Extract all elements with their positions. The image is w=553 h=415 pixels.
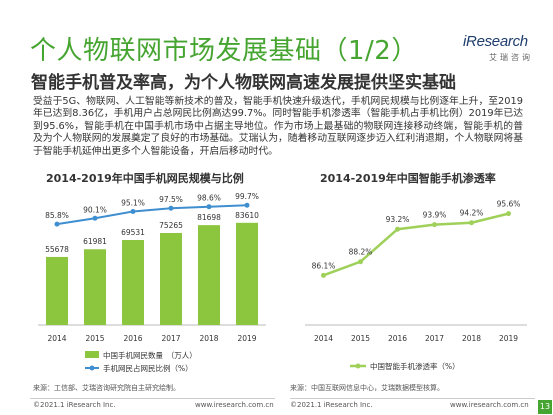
chart2-x-tick-2015: 2015 bbox=[351, 334, 370, 343]
iresearch-logo: iResearch 艾瑞咨询 bbox=[459, 30, 530, 66]
chart1-ratio-point-2014 bbox=[54, 221, 60, 227]
chart1-bar-label-2016: 69531 bbox=[121, 228, 145, 237]
chart1-ratio-label-2016: 95.1% bbox=[121, 198, 145, 207]
chart2-x-tick-2019: 2019 bbox=[499, 334, 518, 343]
chart2-label-2018: 94.2% bbox=[460, 209, 484, 218]
footer-divider-right bbox=[290, 398, 535, 399]
chart1-bar-2018 bbox=[198, 225, 220, 325]
chart1-bar-label-2019: 83610 bbox=[235, 211, 259, 220]
chart1-bar-label-2017: 75265 bbox=[159, 221, 183, 230]
chart1-bar-2019 bbox=[236, 222, 258, 325]
footer-copyright-left: ©2021.1 iResearch Inc. bbox=[33, 401, 116, 409]
chart1-x-tick-2015: 2015 bbox=[85, 334, 104, 343]
chart1-ratio-label-2019: 99.7% bbox=[235, 192, 259, 201]
chart2-point-2015 bbox=[358, 259, 363, 265]
chart2-x-tick-2017: 2017 bbox=[425, 334, 444, 343]
chart2-point-2016 bbox=[395, 226, 400, 232]
chart2-label-2016: 93.2% bbox=[386, 215, 410, 224]
footer-copyright-right: ©2021.1 iResearch Inc. bbox=[290, 401, 373, 409]
slide-title: 个人物联网市场发展基础（1/2） bbox=[30, 36, 418, 66]
chart1-ratio-label-2014: 85.8% bbox=[45, 211, 69, 220]
footer-url-left: www.iresearch.com.cn bbox=[195, 401, 274, 409]
chart1-x-tick-2018: 2018 bbox=[199, 334, 218, 343]
chart1-ratio-point-2017 bbox=[168, 205, 174, 211]
chart2-label-2017: 93.9% bbox=[423, 211, 447, 220]
chart2-source: 来源：中国互联网信息中心，艾瑞数据模型核算。 bbox=[290, 384, 444, 392]
chart1-bar-label-2015: 61981 bbox=[83, 237, 107, 246]
chart1-ratio-label-2017: 97.5% bbox=[159, 195, 183, 204]
chart1-title: 2014-2019年中国手机网民规模与比例 bbox=[46, 172, 244, 185]
chart1-legend-line-label: 手机网民占网民比例（%） bbox=[103, 363, 193, 373]
chart2-x-tick-2018: 2018 bbox=[462, 334, 481, 343]
chart2-label-2019: 95.6% bbox=[497, 200, 521, 209]
footer-divider-left bbox=[30, 398, 275, 399]
chart2-x-tick-2014: 2014 bbox=[314, 334, 333, 343]
chart1-ratio-point-2019 bbox=[244, 202, 250, 208]
chart1-svg: 55678 2014 61981 2015 69531 2016 75265 2017 8169… bbox=[38, 192, 266, 373]
chart1-ratio-label-2018: 98.6% bbox=[197, 194, 221, 203]
chart1-x-tick-2016: 2016 bbox=[123, 334, 142, 343]
chart2-x-tick-2016: 2016 bbox=[388, 334, 407, 343]
chart1-x-tick-2014: 2014 bbox=[47, 334, 66, 343]
page-number: 13 bbox=[538, 400, 552, 414]
chart1-bar-2014 bbox=[46, 256, 68, 325]
chart1-bar-2016 bbox=[122, 240, 144, 325]
chart1-legend-bar-label: 中国手机网民数量 （万人） bbox=[103, 350, 197, 360]
chart2-point-2018 bbox=[469, 220, 474, 226]
chart1-ratio-point-2018 bbox=[206, 204, 212, 210]
chart1-source: 来源：工信部、艾瑞咨询研究院自主研究绘制。 bbox=[33, 384, 180, 392]
chart2-title: 2014-2019年中国智能手机渗透率 bbox=[320, 172, 496, 185]
chart2-penetration-line bbox=[323, 212, 509, 277]
chart2-label-2014: 86.1% bbox=[312, 261, 336, 270]
chart2-point-2014 bbox=[321, 272, 326, 278]
slide-subtitle: 智能手机普及率高，为个人物联网高速发展提供坚实基础 bbox=[31, 73, 456, 93]
chart1-ratio-line bbox=[56, 204, 248, 226]
chart1-ratio-point-2015 bbox=[92, 215, 98, 221]
chart2-svg: 86.1% 2014 88.2% 2015 93.2% 2016 93.9% 2017 94.2… bbox=[305, 200, 527, 371]
chart1-ratio-point-2016 bbox=[130, 208, 136, 214]
chart2-point-2017 bbox=[432, 222, 437, 228]
chart2-legend-label: 中国智能手机渗透率（%） bbox=[370, 361, 460, 371]
chart1-bar-label-2014: 55678 bbox=[45, 245, 69, 254]
chart1-legend-line-marker bbox=[89, 365, 95, 371]
chart1-legend-bar-swatch bbox=[85, 351, 99, 358]
chart1-ratio-label-2015: 90.1% bbox=[83, 205, 107, 214]
chart1-bar-2017 bbox=[160, 233, 182, 325]
footer-url-right: www.iresearch.com.cn bbox=[450, 401, 529, 409]
chart1-x-tick-2019: 2019 bbox=[237, 334, 256, 343]
chart2-label-2015: 88.2% bbox=[349, 248, 373, 257]
chart1-bar-2015 bbox=[84, 249, 106, 325]
chart2-point-2019 bbox=[506, 211, 511, 217]
chart1-x-tick-2017: 2017 bbox=[161, 334, 180, 343]
chart1-bar-label-2018: 81698 bbox=[197, 213, 221, 222]
body-paragraph: 受益于5G、物联网、人工智能等新技术的普及，智能手机快速升级迭代，手机网民规模与… bbox=[33, 96, 523, 157]
logo-subtext: 艾瑞咨询 bbox=[489, 53, 533, 62]
logo-text: iResearch bbox=[463, 33, 528, 50]
chart2-legend-marker bbox=[355, 363, 361, 369]
